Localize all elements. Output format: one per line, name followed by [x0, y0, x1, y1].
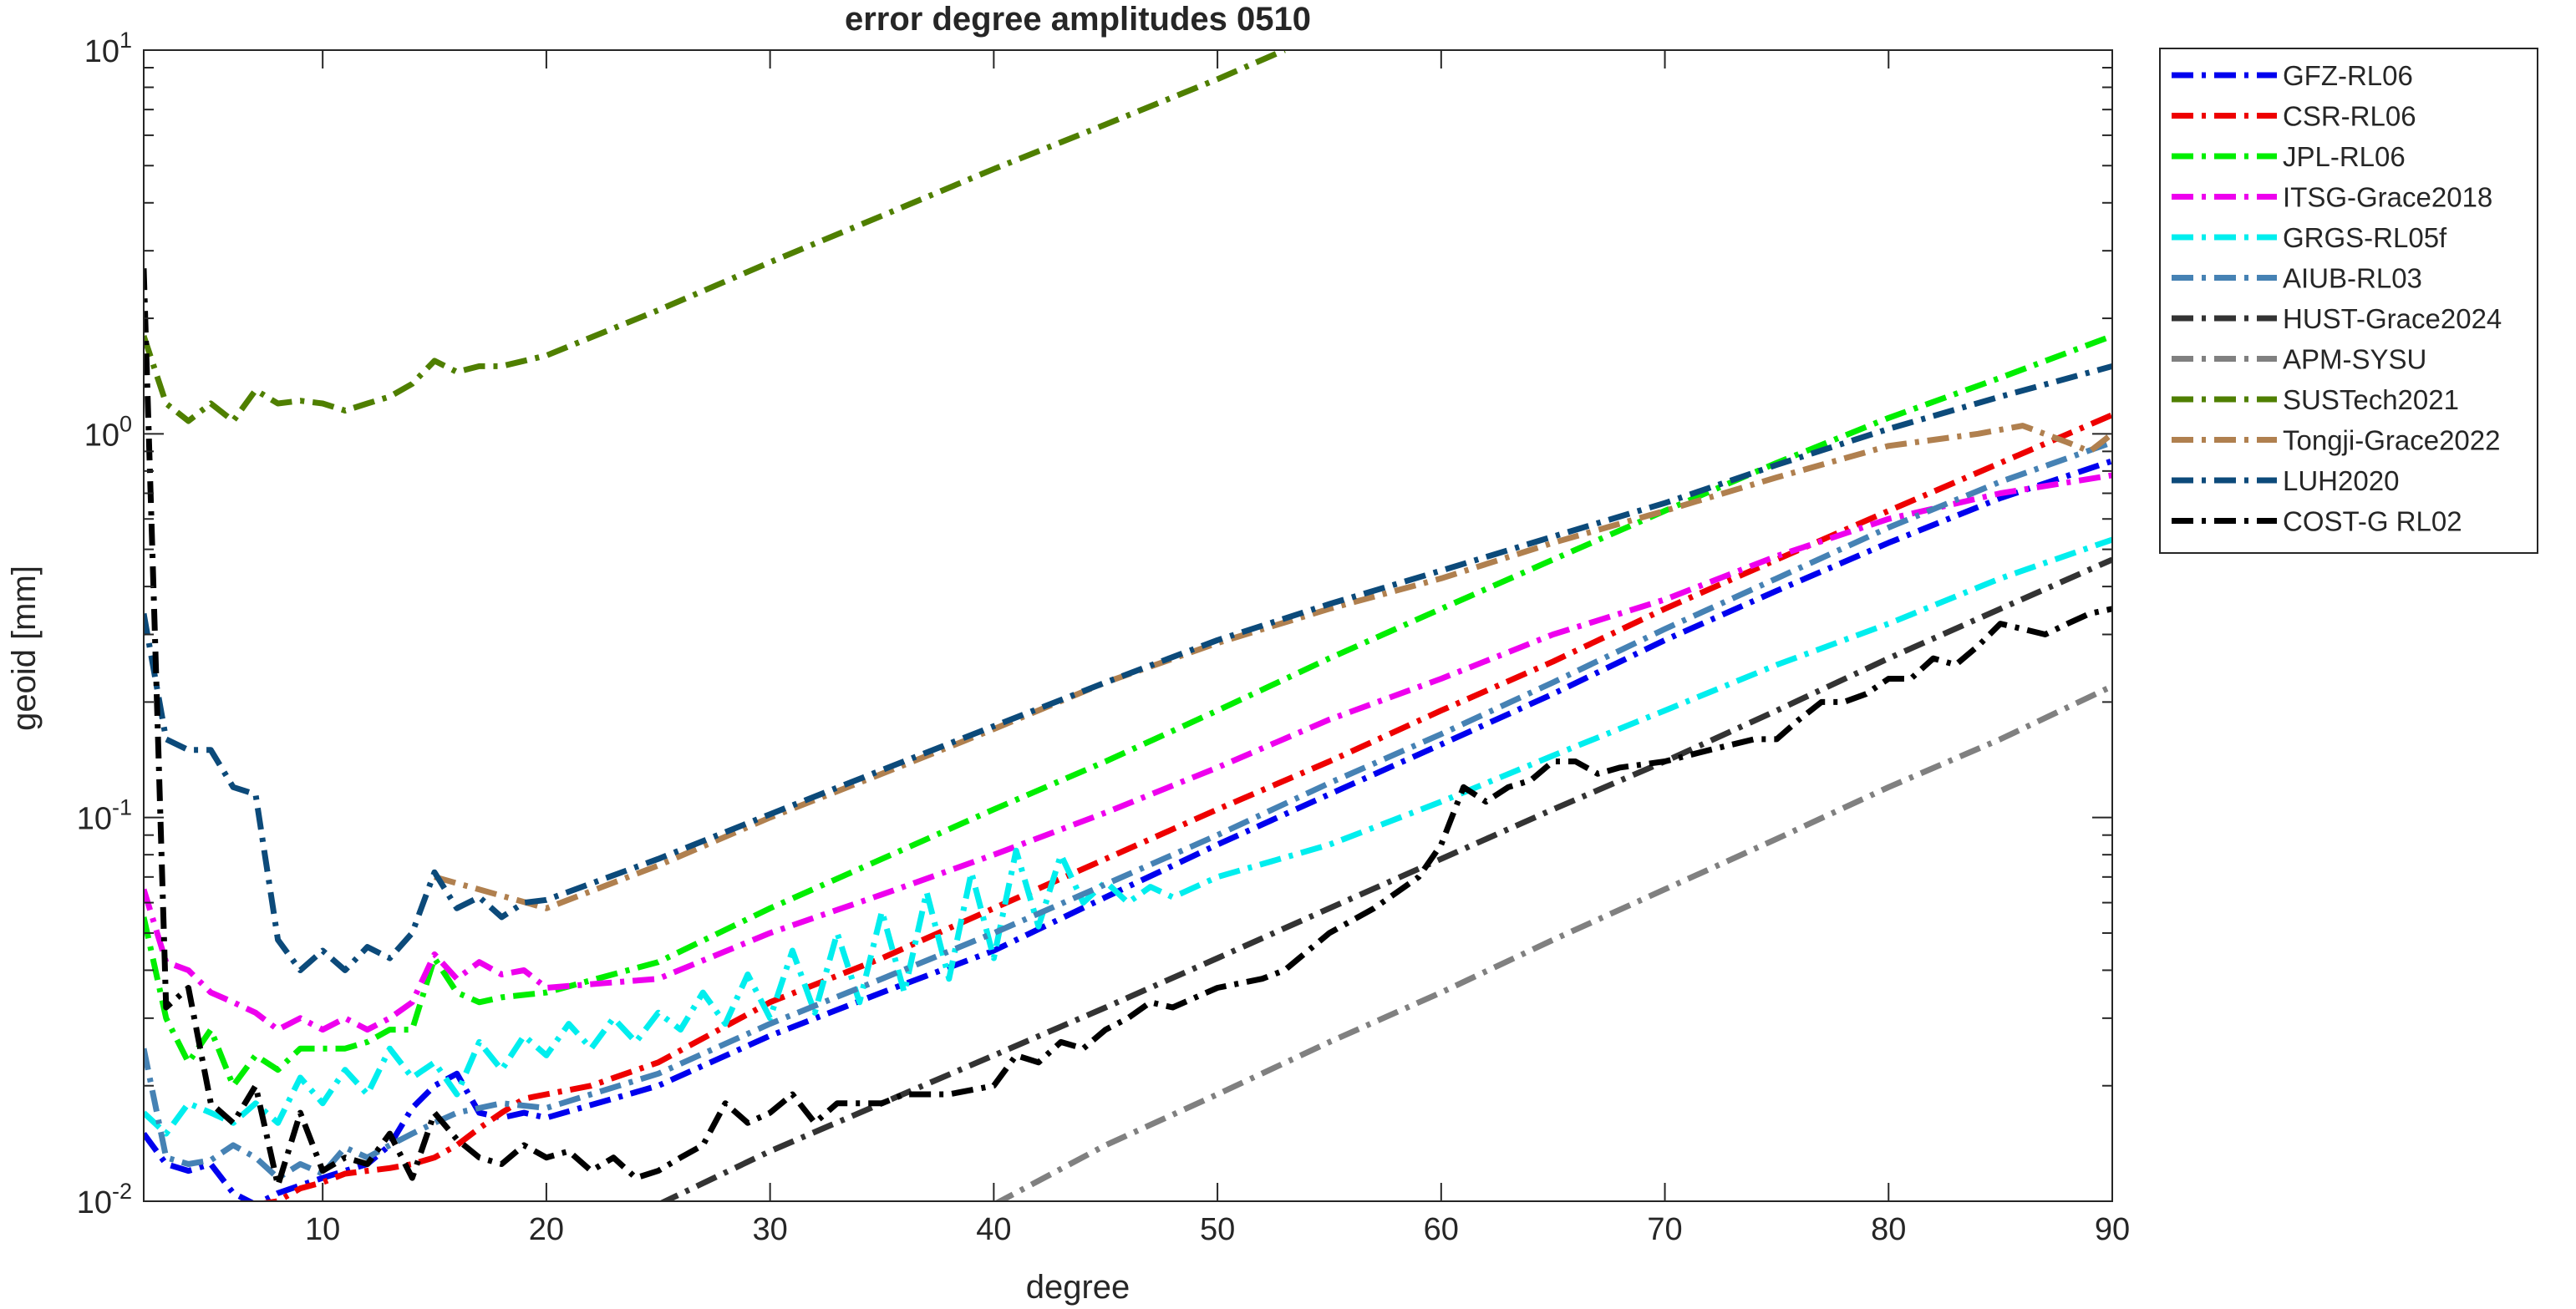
y-tick-exponent: 0 — [119, 411, 132, 436]
series-line-7 — [993, 683, 2112, 1201]
series-layer — [144, 50, 2112, 1201]
series-line-2 — [144, 332, 2112, 1089]
y-tick-exponent: -1 — [112, 795, 132, 820]
y-tick-base: 10 — [77, 802, 112, 837]
x-axis-label: degree — [1026, 1269, 1130, 1306]
y-tick-exponent: 1 — [119, 28, 132, 53]
series-line-11 — [144, 268, 2112, 1189]
x-tick-label-2: 30 — [752, 1212, 787, 1247]
legend-label-6: HUST-Grace2024 — [2283, 303, 2502, 334]
legend-label-7: APM-SYSU — [2283, 344, 2426, 375]
legend-label-1: CSR-RL06 — [2283, 101, 2416, 132]
legend-label-8: SUSTech2021 — [2283, 384, 2459, 415]
series-line-4 — [144, 536, 2112, 1137]
chart-title: error degree amplitudes 0510 — [845, 1, 1311, 38]
plot-area — [144, 50, 2112, 1201]
plot-frame — [143, 49, 2113, 1202]
x-tick-label-6: 70 — [1647, 1212, 1682, 1247]
x-tick-label-1: 20 — [529, 1212, 564, 1247]
x-tick-label-0: 10 — [305, 1212, 340, 1247]
y-tick-base: 10 — [84, 34, 119, 69]
legend-label-0: GFZ-RL06 — [2283, 60, 2413, 91]
y-tick-base: 10 — [77, 1185, 112, 1220]
series-line-5 — [144, 439, 2112, 1181]
x-tick-label-8: 90 — [2095, 1212, 2130, 1247]
x-tick-label-4: 50 — [1200, 1212, 1235, 1247]
legend-label-5: AIUB-RL03 — [2283, 263, 2422, 294]
y-tick-label-2: 100 — [84, 411, 132, 453]
y-axis-label: geoid [mm] — [6, 566, 43, 731]
legend-label-4: GRGS-RL05f — [2283, 222, 2447, 253]
y-tick-exponent: -2 — [112, 1179, 132, 1204]
legend-label-3: ITSG-Grace2018 — [2283, 182, 2492, 213]
y-tick-label-0: 10-2 — [77, 1179, 132, 1220]
series-line-9 — [434, 423, 2112, 911]
y-tick-label-1: 10-1 — [77, 795, 132, 837]
series-line-8 — [144, 50, 1286, 424]
series-line-3 — [144, 472, 2112, 1033]
legend-label-9: Tongji-Grace2022 — [2283, 425, 2501, 456]
legend-label-11: COST-G RL02 — [2283, 506, 2462, 537]
x-tick-label-5: 60 — [1424, 1212, 1459, 1247]
series-line-1 — [257, 412, 2112, 1201]
y-tick-label-3: 101 — [84, 28, 132, 69]
x-tick-label-7: 80 — [1871, 1212, 1906, 1247]
y-tick-base: 10 — [84, 418, 119, 453]
x-tick-label-3: 40 — [976, 1212, 1011, 1247]
legend-box — [2159, 48, 2538, 554]
legend: GFZ-RL06 CSR-RL06 JPL-RL06 ITSG-Grace2018 GR… — [2159, 48, 2538, 554]
legend-label-2: JPL-RL06 — [2283, 141, 2406, 172]
series-line-10 — [144, 363, 2112, 973]
legend-label-10: LUH2020 — [2283, 465, 2399, 496]
